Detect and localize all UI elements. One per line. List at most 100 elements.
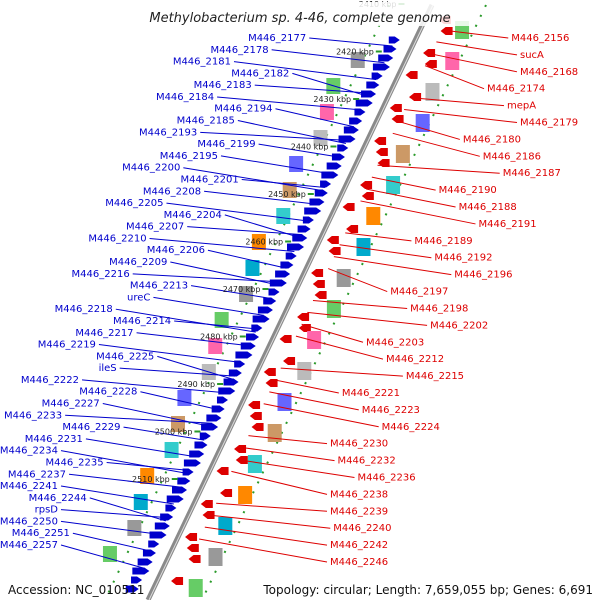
gene-label-left[interactable]: M446_2193 (139, 127, 197, 138)
gene-label-left[interactable]: M446_2204 (164, 210, 222, 221)
gene-label-left[interactable]: M446_2237 (8, 469, 66, 480)
gene-label-right[interactable]: M446_2221 (342, 388, 400, 399)
gene-label-left[interactable]: M446_2185 (177, 116, 235, 127)
gene-label-right[interactable]: M446_2196 (454, 270, 512, 281)
label-leader-line (274, 379, 339, 394)
label-leader-line (424, 65, 485, 90)
gene-label-left[interactable]: M446_2250 (0, 516, 58, 527)
gene-label-left[interactable]: M446_2213 (130, 281, 188, 292)
gene-label-left[interactable]: M446_2200 (122, 163, 180, 174)
functional-category-box (307, 331, 322, 349)
gene-label-right[interactable]: M446_2188 (459, 202, 517, 213)
forward-gene-arrow (228, 369, 242, 377)
gene-label-right[interactable]: M446_2189 (414, 236, 472, 247)
reverse-gene-arrow (360, 181, 373, 189)
gene-label-left[interactable]: M446_2206 (147, 245, 205, 256)
gene-label-right[interactable]: M446_2198 (410, 303, 468, 314)
forward-gene-arrow (252, 315, 270, 323)
gene-label-right[interactable]: M446_2190 (439, 185, 497, 196)
gene-label-right[interactable]: M446_2230 (330, 439, 388, 450)
gene-label-right[interactable]: M446_2192 (434, 253, 492, 264)
topology-text: Topology: circular; Length: 7,659,055 bp… (263, 583, 593, 597)
gene-label-right[interactable]: M446_2180 (463, 134, 521, 145)
gene-label-left[interactable]: ureC (127, 292, 150, 303)
gene-label-left[interactable]: M446_2228 (79, 387, 137, 398)
gene-label-left[interactable]: M446_2207 (126, 222, 184, 233)
gene-label-right[interactable]: M446_2202 (430, 320, 488, 331)
gene-label-left[interactable]: rpsD (35, 505, 59, 516)
gene-label-left[interactable]: M446_2209 (109, 257, 167, 268)
genome-backbone (145, 3, 435, 600)
gene-label-left[interactable]: M446_2194 (214, 104, 272, 115)
gene-label-left[interactable]: M446_2201 (181, 174, 239, 185)
gene-label-left[interactable]: M446_2231 (25, 434, 83, 445)
gene-label-right[interactable]: M446_2215 (406, 371, 464, 382)
gene-label-left[interactable]: M446_2216 (72, 269, 130, 280)
gene-label-left[interactable]: M446_2183 (194, 80, 252, 91)
gene-label-right[interactable]: M446_2168 (520, 67, 578, 78)
gene-label-left[interactable]: M446_2214 (113, 316, 171, 327)
gene-label-left[interactable]: M446_2178 (210, 45, 268, 56)
gene-label-right[interactable]: M446_2179 (520, 118, 578, 129)
gene-label-right[interactable]: sucA (520, 50, 544, 61)
gene-label-left[interactable]: M446_2208 (143, 186, 201, 197)
gene-label-right[interactable]: M446_2232 (338, 456, 396, 467)
gene-label-left[interactable]: M446_2210 (88, 233, 146, 244)
gene-label-left[interactable]: M446_2225 (96, 351, 154, 362)
gene-label-left[interactable]: M446_2195 (160, 151, 218, 162)
gene-label-left[interactable]: M446_2257 (0, 540, 58, 551)
gene-label-left[interactable]: ileS (99, 363, 117, 374)
gene-label-left[interactable]: M446_2217 (75, 328, 133, 339)
gene-label-right[interactable]: M446_2246 (330, 557, 388, 568)
forward-gene-arrow (280, 261, 294, 269)
gene-label-right[interactable]: M446_2186 (483, 151, 541, 162)
gene-label-left[interactable]: M446_2205 (105, 198, 163, 209)
gene-label-left[interactable]: M446_2227 (42, 399, 100, 410)
gene-label-right[interactable]: M446_2239 (330, 506, 388, 517)
gene-label-right[interactable]: M446_2191 (478, 219, 536, 230)
gene-label-right[interactable]: M446_2240 (333, 523, 391, 534)
gene-label-left[interactable]: M446_2244 (29, 493, 87, 504)
forward-gene-arrow (257, 306, 273, 314)
gene-label-left[interactable]: M446_2181 (173, 57, 231, 68)
kbp-tick-label: 2450 kbp (268, 190, 306, 199)
gene-label-left[interactable]: M446_2229 (62, 422, 120, 433)
gene-label-left[interactable]: M446_2241 (0, 481, 58, 492)
label-leader-line (174, 320, 258, 330)
functional-category-box (208, 548, 223, 566)
label-leader-line (207, 249, 287, 269)
gene-label-right[interactable]: mepA (507, 101, 536, 112)
gene-label-left[interactable]: M446_2199 (197, 139, 255, 150)
label-leader-line (153, 296, 264, 316)
gene-label-left[interactable]: M446_2177 (248, 33, 306, 44)
label-leader-line (241, 178, 325, 188)
reverse-gene-arrow (297, 313, 310, 321)
gene-label-right[interactable]: M446_2203 (366, 337, 424, 348)
gene-label-left[interactable]: M446_2218 (55, 304, 113, 315)
forward-gene-arrow (199, 432, 211, 440)
reverse-gene-arrow (216, 467, 229, 475)
label-leader-line (392, 132, 480, 157)
kbp-tick-label: 2420 kbp (336, 48, 374, 57)
gene-label-left[interactable]: M446_2184 (156, 92, 214, 103)
gene-label-left[interactable]: M446_2222 (21, 375, 79, 386)
label-leader-line (204, 526, 328, 546)
gene-label-right[interactable]: M446_2242 (330, 540, 388, 551)
gene-label-right[interactable]: M446_2187 (503, 168, 561, 179)
label-leader-line (269, 391, 359, 411)
gene-label-right[interactable]: M446_2223 (362, 405, 420, 416)
gene-label-right[interactable]: M446_2236 (357, 472, 415, 483)
gene-label-right[interactable]: M446_2238 (330, 489, 388, 500)
gene-label-left[interactable]: M446_2235 (45, 457, 103, 468)
gene-label-right[interactable]: M446_2212 (386, 354, 444, 365)
gene-label-right[interactable]: M446_2174 (487, 84, 545, 95)
gene-label-left[interactable]: M446_2219 (38, 340, 96, 351)
gene-label-right[interactable]: M446_2156 (511, 33, 569, 44)
gene-label-right[interactable]: M446_2197 (390, 287, 448, 298)
label-leader-line (231, 470, 328, 495)
gene-label-left[interactable]: M446_2233 (4, 410, 62, 421)
gene-label-left[interactable]: M446_2234 (0, 446, 58, 457)
gene-label-right[interactable]: M446_2224 (382, 422, 440, 433)
gene-label-left[interactable]: M446_2182 (231, 68, 289, 79)
gene-label-left[interactable]: M446_2251 (12, 528, 70, 539)
